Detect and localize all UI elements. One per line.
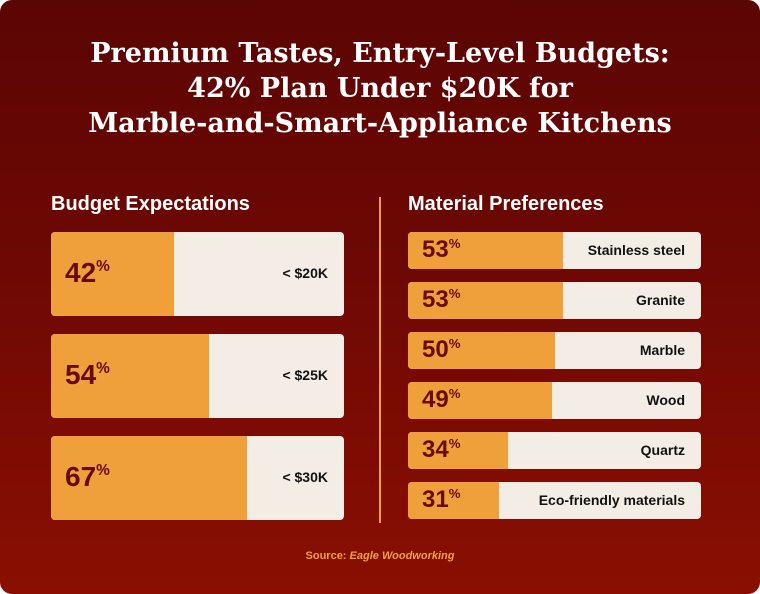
data-label: 53% [422, 286, 461, 314]
budget-heading: Budget Expectations [51, 193, 250, 215]
title-line: Premium Tastes, Entry-Level Budgets: [90, 38, 670, 69]
bar-track: 53% Stainless steel [408, 232, 701, 269]
source-name: Eagle Woodworking [349, 550, 455, 562]
data-label: 67% [65, 461, 110, 493]
bar-track: 31% Eco-friendly materials [408, 482, 701, 519]
source-prefix: Source: [305, 550, 347, 562]
title-line: 42% Plan Under $20K for [187, 73, 573, 104]
data-label: 42% [65, 257, 110, 289]
category-label: < $20K [282, 265, 328, 281]
bar-fill [408, 282, 564, 319]
data-label: 31% [422, 486, 461, 514]
category-label: Granite [635, 291, 685, 308]
title-line: Marble-and-Smart-Appliance Kitchens [88, 108, 672, 139]
category-label: Stainless steel [587, 241, 685, 258]
data-label: 53% [422, 236, 461, 264]
category-label: Eco-friendly materials [538, 491, 685, 508]
materials-heading: Material Preferences [408, 193, 604, 215]
data-label: 50% [422, 336, 461, 364]
bar-fill [51, 334, 210, 418]
bar-track: 50% Marble [408, 332, 701, 369]
bar-fill [51, 436, 248, 520]
bar-fill [408, 332, 555, 369]
bar-track: 49% Wood [408, 382, 701, 419]
bar-fill [408, 432, 508, 469]
category-label: < $25K [282, 367, 328, 383]
category-label: Marble [639, 341, 685, 358]
bar-fill [51, 232, 175, 316]
bar-track: 54% < $25K [51, 334, 344, 418]
source-note: Source: Eagle Woodworking [0, 550, 760, 562]
category-label: Quartz [640, 441, 685, 458]
category-label: < $30K [282, 469, 328, 485]
data-label: 49% [422, 386, 461, 414]
data-label: 54% [65, 359, 110, 391]
category-label: Wood [646, 391, 685, 408]
bar-track: 53% Granite [408, 282, 701, 319]
bar-track: 42% < $20K [51, 232, 344, 316]
bar-fill [408, 382, 552, 419]
bar-fill [408, 232, 564, 269]
bar-fill [408, 482, 499, 519]
bar-track: 67% < $30K [51, 436, 344, 520]
data-label: 34% [422, 436, 461, 464]
divider [379, 197, 381, 523]
bar-track: 34% Quartz [408, 432, 701, 469]
page-title: Premium Tastes, Entry-Level Budgets: 42%… [0, 36, 760, 141]
